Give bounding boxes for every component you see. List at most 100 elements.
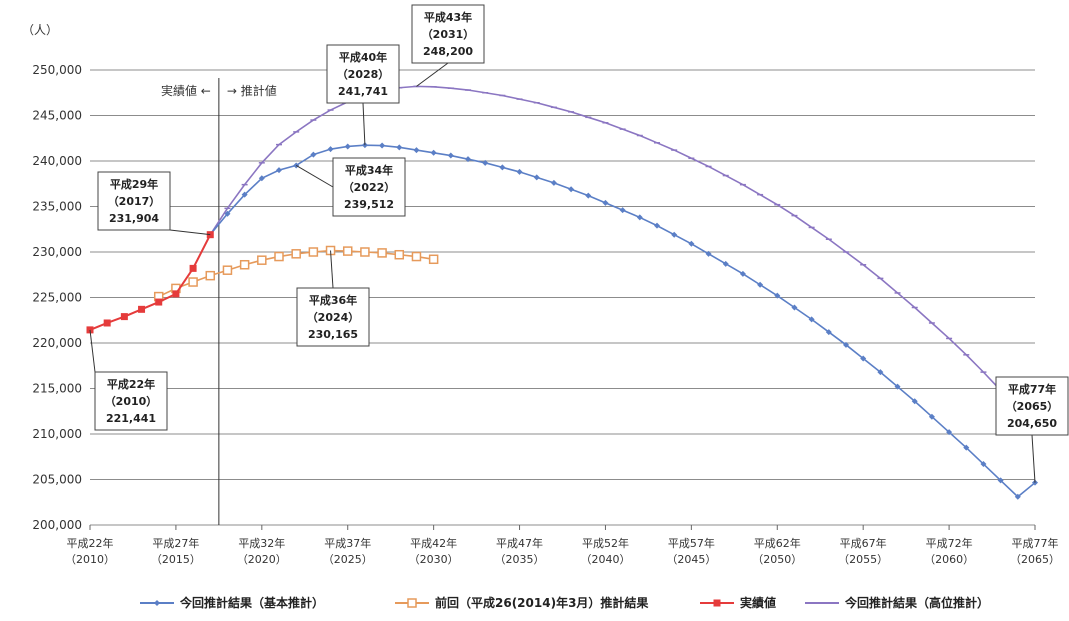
data-point-actual [155, 298, 163, 306]
data-point-base [757, 281, 764, 288]
data-point-base [1014, 493, 1021, 500]
annotation-leader [1031, 434, 1036, 483]
annotation-text: （2065） [1006, 400, 1059, 413]
y-tick-label: 245,000 [32, 109, 82, 123]
x-tick-label-era: 平成67年 [840, 536, 887, 550]
series-line-high [209, 85, 1036, 430]
legend-label: 実績値 [740, 595, 776, 610]
x-tick-label-era: 平成37年 [324, 536, 371, 550]
data-point-base [276, 167, 282, 174]
annotation-text: 248,200 [423, 45, 473, 58]
annotation-box [332, 157, 406, 217]
data-point-base [928, 413, 935, 420]
y-tick-label: 225,000 [32, 291, 82, 305]
annotation-box [326, 44, 400, 104]
x-tick-label-year: （2010） [65, 553, 115, 566]
annotation-text: 241,741 [338, 85, 388, 98]
data-point-base [396, 144, 403, 151]
data-point-actual [172, 290, 180, 298]
annotation-text: 231,904 [109, 212, 159, 225]
data-point-base [516, 168, 523, 175]
x-tick-label-year: （2045） [666, 553, 716, 566]
y-tick-label: 200,000 [32, 518, 82, 532]
data-point-prev [257, 255, 267, 265]
y-axis-unit-label: （人） [22, 23, 58, 37]
data-point-base [636, 214, 643, 221]
data-point-prev [188, 277, 198, 287]
data-point-base [258, 175, 265, 182]
x-tick-label-year: （2015） [151, 553, 201, 566]
x-tick-label-year: （2035） [495, 553, 545, 566]
x-tick-label-era: 平成62年 [754, 536, 801, 550]
x-tick-label-year: （2025） [323, 553, 373, 566]
data-point-prev [342, 246, 353, 256]
data-point-base [722, 260, 729, 267]
annotation-text: 239,512 [344, 198, 394, 211]
data-point-base [808, 316, 815, 323]
y-tick-label: 235,000 [32, 200, 82, 214]
data-point-base [877, 369, 884, 376]
annotation-leader [295, 165, 334, 188]
data-point-actual [120, 313, 128, 321]
y-tick-label: 210,000 [32, 427, 82, 441]
x-tick-label-year: （2050） [752, 553, 802, 566]
legend-label: 今回推計結果（高位推計） [844, 595, 989, 610]
legend-label: 今回推計結果（基本推計） [179, 595, 324, 610]
annotation-text: 平成29年 [110, 177, 158, 191]
data-point-prev [274, 251, 284, 262]
data-point-base [224, 210, 231, 217]
data-point-base [963, 444, 970, 451]
data-point-base [379, 142, 386, 149]
annotation-text: （2028） [337, 68, 390, 81]
annotation-text: 平成43年 [424, 10, 472, 24]
annotation-box [995, 376, 1069, 436]
data-point-base [430, 149, 437, 156]
annotation-text: 204,650 [1007, 417, 1057, 430]
data-point-base [739, 270, 746, 277]
y-tick-label: 240,000 [32, 154, 82, 168]
annotation-leader [169, 229, 211, 236]
data-point-actual [103, 319, 111, 327]
annotation-box [97, 171, 171, 231]
data-point-base [774, 292, 781, 299]
annotation-box [94, 371, 168, 431]
data-point-prev [411, 251, 422, 262]
annotation-text: （2024） [307, 311, 360, 324]
annotation-text: （2010） [105, 395, 158, 408]
y-tick-label: 250,000 [32, 63, 82, 77]
annotation-leader [330, 250, 334, 289]
data-point-base [619, 207, 626, 214]
data-point-prev [377, 248, 387, 258]
data-point-base [911, 398, 918, 405]
y-tick-label: 220,000 [32, 336, 82, 350]
x-tick-label-era: 平成32年 [238, 536, 285, 550]
data-point-base [344, 143, 351, 150]
data-point-base [946, 429, 953, 436]
x-tick-label-year: （2055） [838, 553, 888, 566]
annotation-leader [362, 102, 366, 146]
x-tick-label-year: （2040） [580, 553, 630, 566]
annotation-leader [416, 62, 449, 87]
data-point-base [980, 461, 987, 468]
annotation-text: 221,441 [106, 412, 156, 425]
data-point-actual [189, 264, 197, 272]
legend-label: 前回（平成26(2014)年3月）推計結果 [435, 595, 648, 610]
data-point-base [688, 240, 695, 247]
y-tick-label: 205,000 [32, 473, 82, 487]
annotation-text: （2022） [343, 181, 396, 194]
x-tick-label-year: （2020） [237, 553, 287, 566]
annotation-text: 230,165 [308, 328, 358, 341]
data-point-base [413, 147, 420, 154]
annotation-leader [89, 329, 96, 373]
data-point-base [602, 199, 609, 206]
data-point-prev [205, 270, 216, 281]
data-point-prev [407, 598, 417, 608]
x-tick-label-era: 平成47年 [496, 536, 543, 550]
data-point-prev [291, 249, 301, 259]
data-point-base [154, 600, 160, 606]
data-point-base [671, 231, 678, 238]
y-tick-label: 215,000 [32, 382, 82, 396]
data-point-prev [394, 249, 405, 260]
data-point-prev [308, 247, 319, 257]
